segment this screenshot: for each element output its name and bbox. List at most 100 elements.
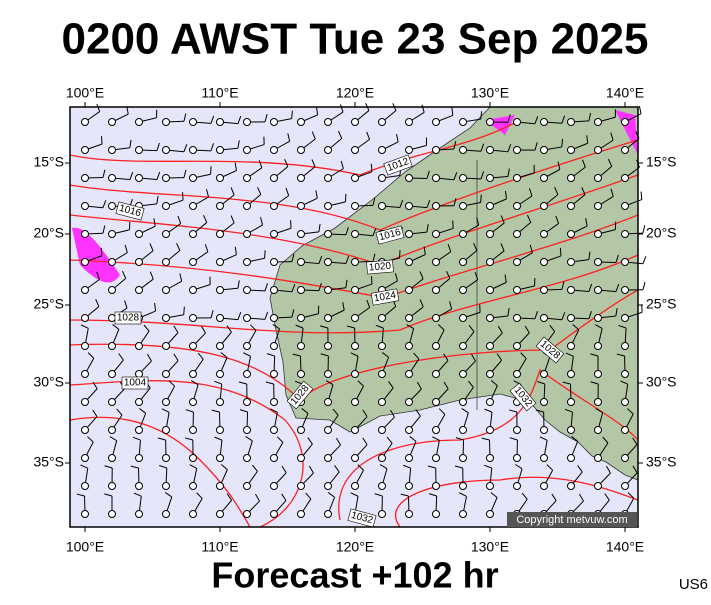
barb-station — [379, 203, 386, 210]
barb-station — [163, 427, 170, 434]
barb-station — [541, 399, 548, 406]
barb-station — [595, 483, 602, 490]
isobar-label: 1004 — [122, 377, 148, 389]
barb-station — [433, 399, 440, 406]
barb-station — [568, 343, 575, 350]
barb-station — [298, 147, 305, 154]
barb-station — [298, 371, 305, 378]
isobar-label: 1020 — [367, 260, 394, 274]
barb-station — [406, 203, 413, 210]
barb-station — [325, 315, 332, 322]
barb-station — [514, 483, 521, 490]
barb-flag — [641, 192, 642, 200]
barb-station — [190, 203, 197, 210]
barb-station — [271, 259, 278, 266]
barb-station — [433, 287, 440, 294]
lat-label: 15°S — [646, 154, 677, 170]
barb-station — [217, 259, 224, 266]
barb-station — [271, 455, 278, 462]
barb-station — [352, 371, 359, 378]
barb-station — [82, 399, 89, 406]
barb-station — [190, 427, 197, 434]
barb-station — [568, 287, 575, 294]
barb-station — [379, 371, 386, 378]
barb-station — [541, 119, 548, 126]
barb-station — [433, 315, 440, 322]
barb-station — [406, 175, 413, 182]
barb-station — [244, 175, 251, 182]
barb-station — [217, 399, 224, 406]
barb-flag — [371, 276, 372, 284]
barb-station — [487, 175, 494, 182]
barb-station — [163, 483, 170, 490]
barb-station — [325, 231, 332, 238]
lat-label: 20°S — [33, 225, 64, 241]
barb-station — [217, 147, 224, 154]
barb-station — [460, 315, 467, 322]
barb-station — [514, 231, 521, 238]
barb-station — [622, 203, 629, 210]
barb-station — [379, 483, 386, 490]
barb-station — [487, 371, 494, 378]
barb-flag — [371, 164, 372, 172]
barb-station — [109, 119, 116, 126]
barb-station — [352, 259, 359, 266]
barb-station — [82, 203, 89, 210]
barb-station — [217, 511, 224, 518]
barb-station — [109, 511, 116, 518]
barb-station — [325, 147, 332, 154]
barb-station — [379, 427, 386, 434]
barb-station — [622, 343, 629, 350]
barb-station — [460, 511, 467, 518]
barb-station — [325, 399, 332, 406]
barb-station — [379, 455, 386, 462]
barb-station — [433, 343, 440, 350]
barb-station — [379, 511, 386, 518]
barb-station — [217, 119, 224, 126]
barb-station — [622, 315, 629, 322]
barb-station — [568, 231, 575, 238]
barb-station — [541, 455, 548, 462]
barb-station — [82, 483, 89, 490]
barb-station — [163, 399, 170, 406]
barb-station — [244, 455, 251, 462]
barb-station — [271, 371, 278, 378]
barb-station — [460, 483, 467, 490]
barb-station — [136, 455, 143, 462]
barb-station — [82, 315, 89, 322]
barb-station — [217, 427, 224, 434]
barb-station — [433, 511, 440, 518]
barb-station — [541, 203, 548, 210]
lon-label: 130°E — [471, 539, 509, 555]
barb-station — [541, 231, 548, 238]
barb-station — [136, 511, 143, 518]
barb-station — [352, 203, 359, 210]
barb-station — [622, 231, 629, 238]
lon-label: 140°E — [606, 85, 644, 101]
barb-flag — [643, 225, 645, 233]
barb-station — [163, 147, 170, 154]
barb-station — [271, 315, 278, 322]
barb-station — [352, 119, 359, 126]
barb-station — [460, 231, 467, 238]
barb-station — [163, 175, 170, 182]
barb-station — [82, 119, 89, 126]
barb-station — [217, 231, 224, 238]
barb-station — [406, 119, 413, 126]
barb-station — [487, 399, 494, 406]
barb-station — [271, 287, 278, 294]
barb-flag — [292, 111, 293, 119]
lon-label: 110°E — [201, 85, 238, 101]
barb-station — [622, 483, 629, 490]
barb-station — [298, 119, 305, 126]
barb-station — [82, 427, 89, 434]
barb-station — [82, 343, 89, 350]
barb-station — [514, 427, 521, 434]
barb-station — [541, 315, 548, 322]
barb-station — [271, 343, 278, 350]
barb-station — [406, 399, 413, 406]
barb-station — [487, 259, 494, 266]
barb-station — [109, 175, 116, 182]
barb-station — [460, 371, 467, 378]
